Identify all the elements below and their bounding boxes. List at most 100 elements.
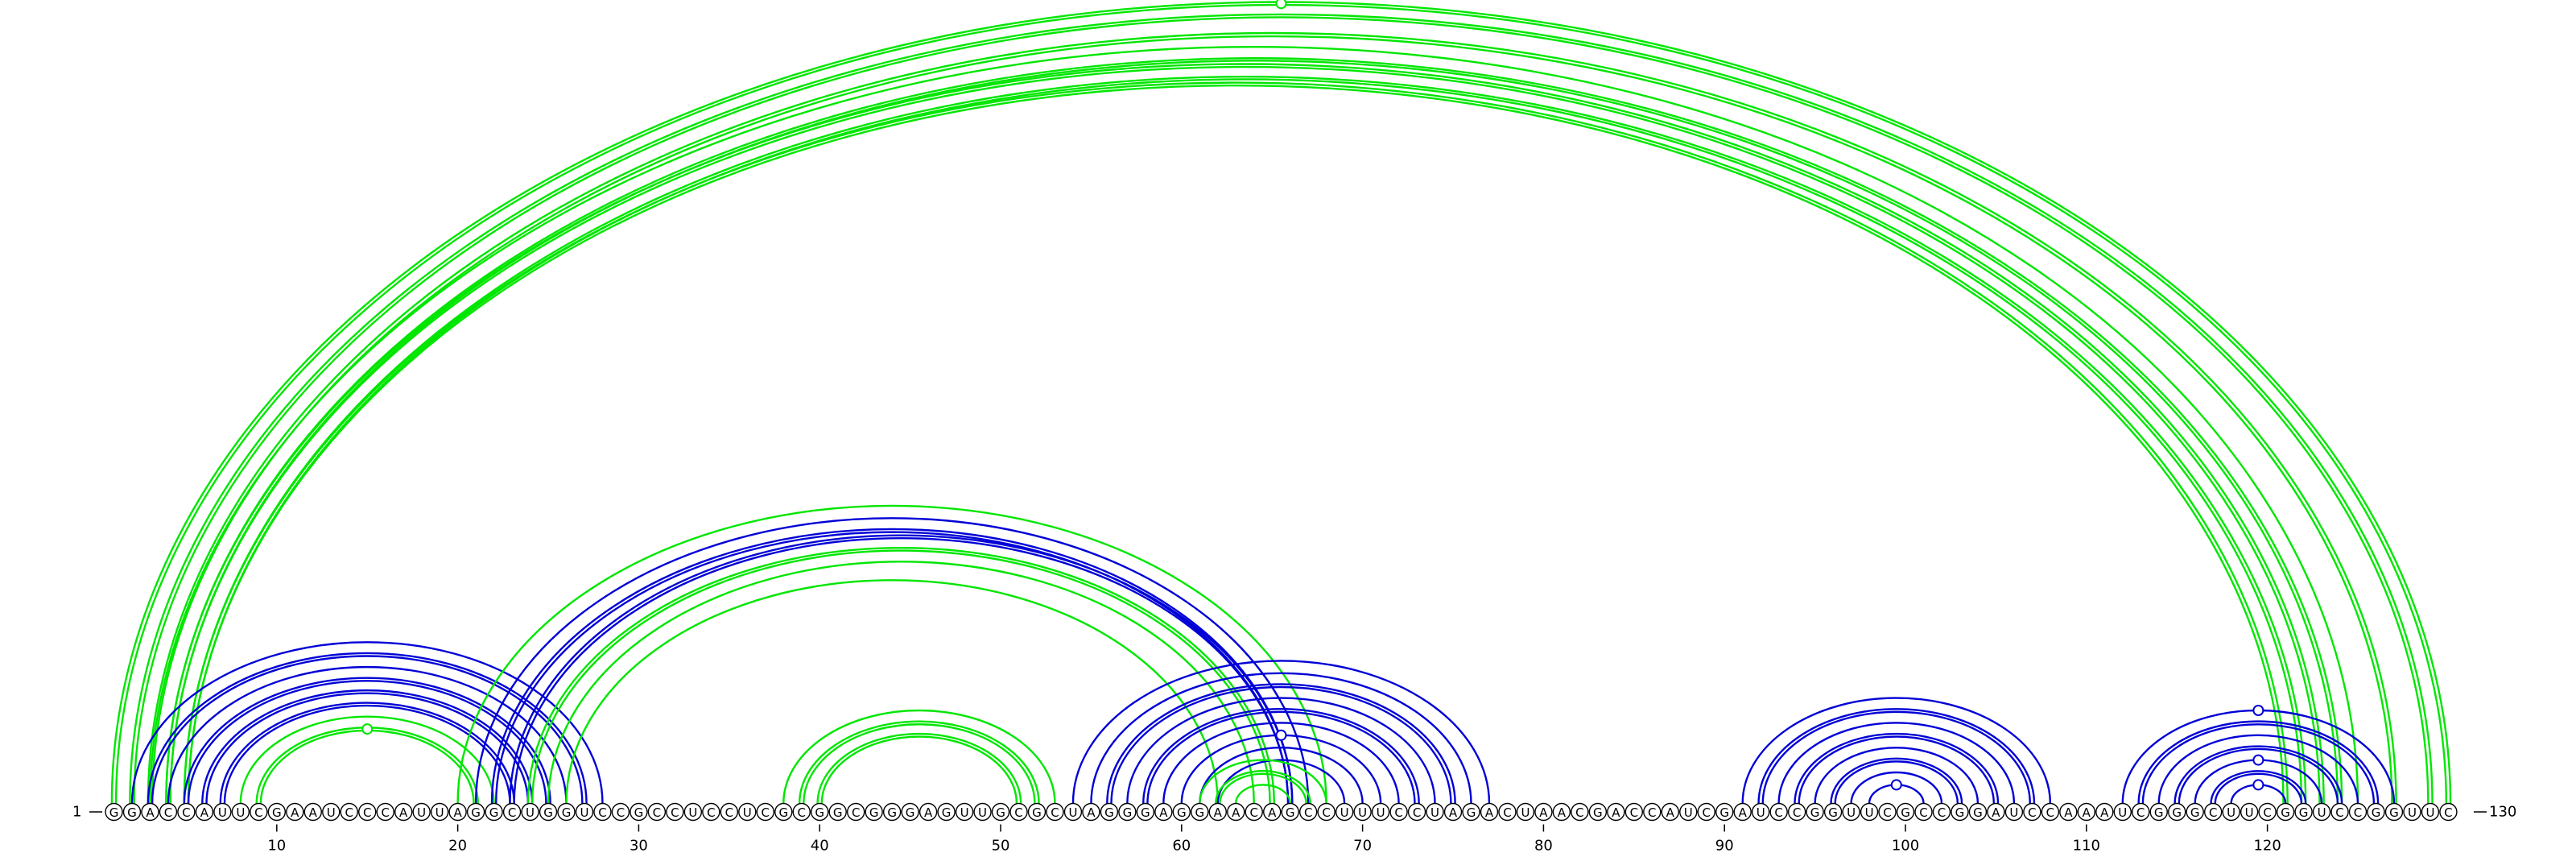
nucleotide-letter: C [1304, 805, 1312, 820]
ticks-layer: 10 20 30 40 50 60 70 80 90 100 110 120 [267, 824, 2281, 855]
base-pair-arc-61-70 [1199, 747, 1364, 804]
base-pair-arc-38-53 [782, 709, 1056, 804]
nucleotide-circle [1715, 802, 1734, 822]
base-pair-arc-5-122-1 [183, 75, 2307, 804]
nucleotide-circle [811, 802, 829, 822]
arc-apex-marker-112-127 [2252, 705, 2264, 717]
nucleotide-120: C [2258, 802, 2277, 822]
nucleotide-circle [882, 802, 902, 822]
base-pair-arc-62-67-2 [1219, 772, 1307, 804]
nucleotide-letter: A [2083, 805, 2091, 820]
nucleotide-circle [2186, 802, 2204, 822]
arcs-layer [110, 1, 2452, 804]
nucleotide-letter: C [1883, 805, 1891, 820]
nucleotide-circle [1552, 802, 1571, 822]
nucleotide-letter: U [526, 805, 535, 820]
nucleotide-letter: G [2389, 805, 2399, 820]
nucleotide-3: A [141, 802, 159, 822]
base-pair-arc-40-51-1 [816, 732, 1022, 804]
nucleotide-60: G [1172, 802, 1191, 822]
nucleotide-5: C [177, 802, 196, 822]
nucleotide-115: G [2168, 802, 2186, 822]
nucleotide-letter: U [236, 805, 245, 820]
base-pair-arc-115-124-2 [2178, 747, 2339, 804]
nucleotide-letter: G [2281, 805, 2290, 820]
base-pair-arc-58-73-2 [1146, 710, 1416, 804]
base-pair-arc-55-76 [1090, 672, 1472, 804]
nucleotide-circle [1787, 802, 1806, 822]
nucleotide-letter: A [1232, 805, 1241, 820]
nucleotide-letter: G [833, 805, 843, 820]
nucleotide-letter: C [1702, 805, 1710, 820]
nucleotide-letter: C [508, 805, 516, 820]
nucleotide-circle [1534, 802, 1553, 822]
base-pair-arc-63-66 [1235, 784, 1291, 804]
base-pair-arc-4-26 [167, 665, 568, 804]
base-pair-arc-5-25-1 [183, 677, 551, 804]
nucleotide-circle [991, 802, 1010, 822]
nucleotide-circle [1027, 802, 1046, 822]
nucleotide-73: C [1407, 802, 1426, 822]
nucleotide-letter: G [127, 805, 137, 820]
nucleotide-circle [1407, 802, 1426, 822]
nucleotide-letter: C [617, 805, 625, 820]
nucleotide-circle [1298, 802, 1318, 822]
nucleotide-letter: A [200, 805, 209, 820]
nucleotide-letter: C [1051, 805, 1059, 820]
nucleotide-29: C [611, 802, 630, 822]
nucleotide-circle [539, 802, 558, 822]
base-pair-arc-39-52-2 [803, 722, 1036, 804]
nucleotide-35: C [720, 802, 739, 822]
nucleotide-letter: C [653, 805, 661, 820]
nucleotide-letter: G [1123, 805, 1133, 820]
nucleotide-letter: U [2425, 805, 2434, 820]
base-pair-arc-26-62 [565, 579, 1219, 804]
tick-label-20: 20 [448, 838, 467, 855]
nucleotide-letter: U [1340, 805, 1349, 820]
nucleotide-letter: U [743, 805, 752, 820]
nucleotide-circle [213, 802, 232, 822]
nucleotide-55: A [1082, 802, 1100, 822]
nucleotide-circle [267, 802, 287, 822]
nucleotide-circle [1588, 802, 1608, 822]
nucleotide-letter: U [2118, 805, 2127, 820]
nucleotide-12: A [303, 802, 322, 822]
nucleotide-letter: G [109, 805, 119, 820]
nucleotide-83: G [1588, 802, 1608, 822]
nucleotide-58: G [1136, 802, 1155, 822]
nucleotide-circle [2276, 802, 2295, 822]
nucleotide-circle [1245, 802, 1263, 822]
nucleotide-letter: C [254, 805, 262, 820]
tick-label-70: 70 [1353, 838, 1372, 855]
nucleotide-circle [1823, 802, 1843, 822]
nucleotide-8: U [231, 802, 250, 822]
nucleotide-2: G [122, 802, 142, 822]
nucleotide-circle [1100, 802, 1119, 822]
nucleotide-circle [1842, 802, 1860, 822]
nucleotide-circle [756, 802, 774, 822]
nucleotide-circle [2149, 802, 2168, 822]
nucleotide-15: C [358, 802, 377, 822]
base-pair-arc-3-27-2 [151, 655, 584, 804]
base-pair-arc-57-74 [1126, 697, 1436, 804]
nucleotide-circle [1968, 802, 1988, 822]
nucleotide-123: U [2312, 802, 2331, 822]
nucleotide-91: A [1733, 802, 1752, 822]
nucleotide-circle [1335, 802, 1354, 822]
base-pair-arc-93-106 [1777, 722, 2016, 804]
nucleotide-circle [1878, 802, 1897, 822]
nucleotide-97: U [1842, 802, 1860, 822]
nucleotide-letter: A [1087, 805, 1096, 820]
nucleotide-57: G [1118, 802, 1137, 822]
nucleotide-101: C [1914, 802, 1933, 822]
nucleotide-127: G [2384, 802, 2404, 822]
nucleotide-circle [2330, 802, 2349, 822]
base-pair-arc-7-23-2 [223, 704, 511, 804]
nucleotide-106: U [2004, 802, 2024, 822]
nucleotide-letter: A [309, 805, 318, 820]
nucleotide-circle [485, 802, 503, 822]
nucleotide-19: U [430, 802, 449, 822]
nucleotide-letter: G [1195, 805, 1204, 820]
nucleotide-93: C [1769, 802, 1788, 822]
nucleotide-4: C [159, 802, 178, 822]
